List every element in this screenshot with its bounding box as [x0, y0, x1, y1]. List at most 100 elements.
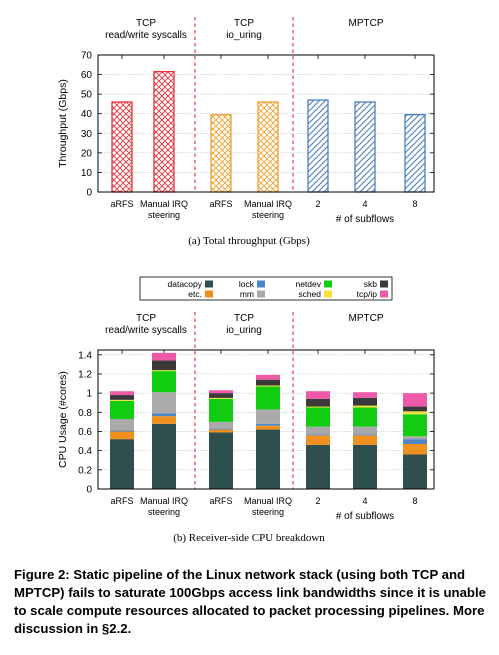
legend-swatch — [205, 280, 213, 288]
throughput-bar — [354, 101, 376, 193]
a-ytick-label: 30 — [81, 129, 93, 140]
cpu-segment-etc — [403, 443, 427, 455]
cpu-segment-datacopy — [209, 432, 233, 489]
cpu-segment-mm — [403, 436, 427, 440]
cpu-segment-netdev — [256, 386, 280, 410]
cpu-segment-sched — [110, 399, 134, 401]
throughput-bar — [404, 114, 426, 193]
legend-swatch — [257, 290, 265, 298]
b-x-tick-label: aRFS — [110, 496, 133, 506]
cpu-segment-mm — [353, 426, 377, 435]
cpu-segment-lock — [110, 430, 134, 432]
legend-label: netdev — [295, 279, 321, 289]
b-x-tick-label: steering — [148, 507, 180, 517]
cpu-segment-mm — [152, 392, 176, 414]
cpu-segment-lock — [256, 423, 280, 426]
a-x-tick-label: steering — [252, 210, 284, 220]
b-ytick-label: 1.2 — [78, 369, 92, 380]
cpu-segment-lock — [209, 428, 233, 430]
cpu-segment-tcpip — [209, 390, 233, 394]
a-x-tick-label: aRFS — [110, 199, 133, 209]
cpu-segment-etc — [152, 416, 176, 424]
b-group-title: io_uring — [226, 325, 262, 336]
cpu-segment-datacopy — [353, 444, 377, 489]
a-x-tick-label: Manual IRQ — [140, 199, 188, 209]
cpu-segment-etc — [256, 425, 280, 430]
legend-label: tcp/ip — [357, 289, 378, 299]
b-x-tick-label: 8 — [412, 496, 417, 506]
b-x-tick-label: steering — [252, 507, 284, 517]
cpu-segment-lock — [353, 434, 377, 436]
cpu-segment-skb — [152, 360, 176, 371]
cpu-segment-netdev — [152, 371, 176, 393]
cpu-segment-sched — [353, 405, 377, 408]
a-group-title: read/write syscalls — [105, 30, 187, 41]
cpu-segment-datacopy — [110, 439, 134, 489]
cpu-segment-lock — [403, 439, 427, 444]
cpu-segment-sched — [256, 385, 280, 387]
b-x-tick-label: aRFS — [209, 496, 232, 506]
b-x-tick-label: Manual IRQ — [244, 496, 292, 506]
cpu-segment-etc — [110, 431, 134, 440]
legend-swatch — [324, 280, 332, 288]
cpu-segment-netdev — [209, 398, 233, 422]
throughput-bar — [153, 70, 175, 193]
legend-swatch — [205, 290, 213, 298]
a-subcaption: (a) Total throughput (Gbps) — [188, 235, 310, 247]
b-group-title: TCP — [136, 313, 156, 324]
cpu-segment-datacopy — [152, 423, 176, 489]
b-ytick-label: 0.4 — [78, 446, 92, 457]
a-ytick-label: 0 — [86, 188, 92, 199]
b-group-title: TCP — [234, 313, 254, 324]
b-group-title: read/write syscalls — [105, 325, 187, 336]
throughput-bar — [257, 101, 279, 193]
a-x-tick-label: 8 — [412, 199, 417, 209]
a-x-axis-label: # of subflows — [336, 214, 394, 225]
legend-label: skb — [364, 279, 378, 289]
figure-caption: Figure 2: Static pipeline of the Linux n… — [14, 567, 486, 636]
cpu-segment-skb — [403, 406, 427, 412]
cpu-segment-skb — [353, 397, 377, 406]
a-group-title: TCP — [136, 18, 156, 29]
b-ytick-label: 0.6 — [78, 427, 92, 438]
a-ytick-label: 60 — [81, 70, 93, 81]
cpu-segment-datacopy — [403, 454, 427, 489]
b-group-title: MPTCP — [349, 313, 384, 324]
b-x-tick-label: Manual IRQ — [140, 496, 188, 506]
a-x-tick-label: 4 — [362, 199, 367, 209]
b-ytick-label: 0.2 — [78, 465, 92, 476]
legend-label: datacopy — [168, 279, 203, 289]
cpu-segment-skb — [256, 379, 280, 386]
cpu-segment-mm — [256, 409, 280, 424]
cpu-segment-skb — [209, 393, 233, 398]
cpu-segment-tcpip — [306, 391, 330, 399]
b-x-tick-label: 2 — [315, 496, 320, 506]
cpu-segment-tcpip — [256, 374, 280, 380]
cpu-segment-sched — [403, 411, 427, 415]
cpu-segment-skb — [110, 395, 134, 400]
b-plot-frame — [97, 349, 435, 490]
cpu-segment-datacopy — [306, 444, 330, 489]
a-x-tick-label: aRFS — [209, 199, 232, 209]
a-ytick-label: 20 — [81, 148, 93, 159]
cpu-segment-sched — [306, 406, 330, 408]
cpu-segment-mm — [306, 426, 330, 435]
b-ytick-label: 1 — [86, 389, 92, 400]
legend-label: etc. — [188, 289, 202, 299]
cpu-segment-tcpip — [152, 352, 176, 361]
cpu-segment-etc — [353, 435, 377, 445]
legend-label: mm — [240, 289, 254, 299]
cpu-segment-tcpip — [403, 393, 427, 407]
cpu-segment-sched — [152, 370, 176, 372]
cpu-segment-sched — [209, 397, 233, 399]
cpu-segment-netdev — [403, 414, 427, 437]
legend-swatch — [380, 280, 388, 288]
legend-swatch — [324, 290, 332, 298]
b-ytick-label: 0.8 — [78, 408, 92, 419]
a-group-title: TCP — [234, 18, 254, 29]
a-group-title: MPTCP — [349, 18, 384, 29]
throughput-bar — [307, 99, 329, 193]
